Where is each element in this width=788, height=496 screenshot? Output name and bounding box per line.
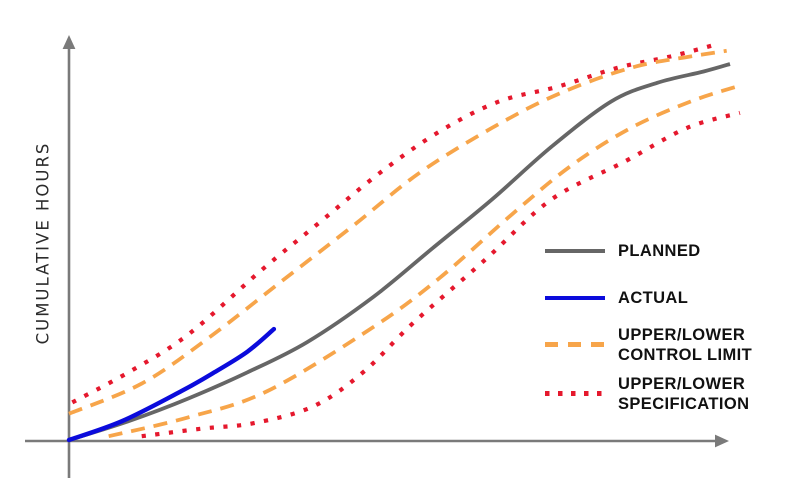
legend-label-spec-line2: SPECIFICATION — [618, 394, 750, 413]
legend-item-planned: PLANNED — [545, 241, 701, 261]
y-axis-arrowhead-icon — [62, 35, 76, 49]
legend-label-spec-line1: UPPER/LOWER — [618, 374, 746, 393]
actual-curve — [66, 326, 277, 443]
legend-item-actual: ACTUAL — [545, 288, 688, 308]
legend-swatch-planned — [545, 248, 605, 254]
planned-curve — [68, 62, 731, 442]
upper-specification-curve — [71, 43, 715, 405]
legend: PLANNED ACTUAL UPPER/LOWER CONTROL LIMIT… — [545, 0, 788, 496]
legend-label-control-line1: UPPER/LOWER — [618, 325, 746, 344]
legend-label-control-line2: CONTROL LIMIT — [618, 345, 753, 364]
legend-item-specification: UPPER/LOWER SPECIFICATION — [545, 373, 749, 414]
lower-specification-curve — [141, 110, 741, 439]
y-axis-label: CUMULATIVE HOURS — [34, 142, 53, 345]
legend-item-control-limit: UPPER/LOWER CONTROL LIMIT — [545, 324, 752, 365]
legend-swatch-control — [545, 342, 605, 347]
x-axis-arrowhead-icon — [715, 434, 729, 448]
legend-label-control: UPPER/LOWER CONTROL LIMIT — [618, 325, 752, 365]
lower-control-limit-curve — [108, 84, 738, 439]
axes-group — [25, 35, 729, 478]
legend-label-actual: ACTUAL — [618, 289, 689, 307]
legend-swatch-actual — [545, 295, 605, 301]
curves-group — [66, 43, 741, 443]
legend-label-planned: PLANNED — [618, 242, 701, 260]
upper-control-limit-curve — [68, 48, 728, 416]
legend-swatch-spec — [545, 391, 605, 396]
legend-label-spec: UPPER/LOWER SPECIFICATION — [618, 374, 749, 414]
